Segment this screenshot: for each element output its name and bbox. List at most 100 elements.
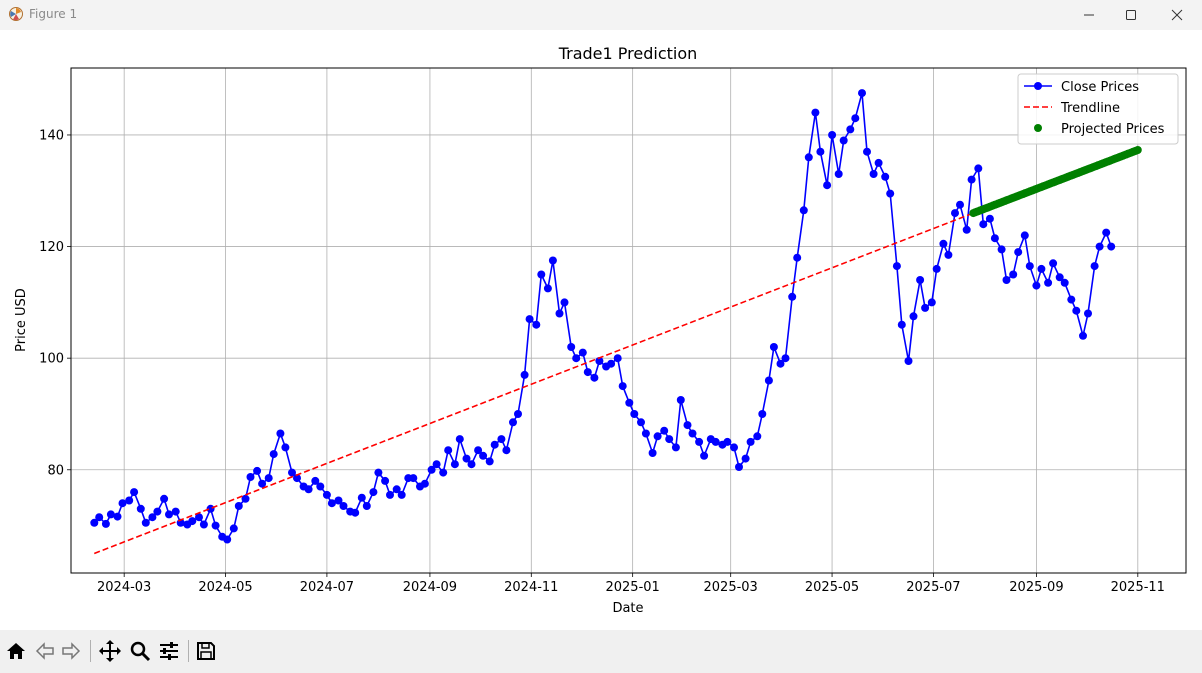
close-price-point [555,309,564,318]
close-price-point [269,450,278,459]
close-price-point [944,250,953,259]
close-price-point [897,320,906,329]
close-price-point [834,170,843,178]
title-bar: Figure 1 [0,0,1202,30]
pan-button[interactable] [97,638,123,664]
close-price-point [572,354,581,363]
close-price-point [479,451,488,460]
close-price-point [514,410,522,418]
close-price-point [467,460,476,469]
x-tick-label: 2024-03 [97,580,151,595]
home-button[interactable] [3,638,29,664]
close-price-point [369,488,378,497]
legend-projected-marker [1034,124,1042,132]
forward-icon [62,642,81,660]
close-price-point [509,418,517,427]
x-tick-label: 2025-01 [605,580,659,595]
close-price-point [578,348,587,357]
x-tick-label: 2024-11 [504,580,558,595]
close-price-point [804,153,813,162]
close-price-point [462,454,471,463]
close-button[interactable] [1154,0,1200,30]
close-price-point [1090,262,1099,271]
maximize-button[interactable] [1108,0,1154,30]
x-tick-label: 2024-05 [198,580,252,595]
close-price-point [637,418,645,427]
close-price-point [788,292,797,301]
close-price-point [811,108,820,117]
x-tick-label: 2025-11 [1111,580,1165,595]
chart-title: Trade1 Prediction [558,44,698,63]
close-price-point [927,298,936,307]
close-price-point [188,517,197,526]
close-price-point [525,315,534,324]
close-price-point [1072,306,1081,315]
close-price-point [665,435,674,444]
configure-subplots-icon [160,642,178,660]
close-price-point [909,312,918,321]
close-price-point [1067,295,1076,304]
close-price-point [223,535,232,544]
configure-subplots-button[interactable] [156,638,182,664]
projected-price-point [1133,146,1142,154]
forward-button[interactable] [58,638,84,664]
legend-projected-label: Projected Prices [1061,122,1165,137]
close-price-point [776,359,785,368]
close-price-point [532,320,541,329]
close-price-point [351,508,360,517]
x-tick-label: 2025-07 [906,580,960,595]
close-price-point [113,512,122,521]
back-button[interactable] [32,638,58,664]
close-price-point [195,513,203,522]
close-price-point [688,429,697,438]
close-price-point [362,502,371,510]
legend: Close Prices Trendline Projected Prices [1017,73,1179,145]
close-price-point [881,172,890,181]
close-price-point [869,170,878,178]
legend-box [1017,73,1179,145]
close-price-point [1095,242,1104,251]
close-price-point [676,396,685,404]
minimize-button[interactable] [1066,0,1112,30]
close-price-point [1009,270,1018,279]
close-price-point [1032,281,1041,290]
close-price-point [234,502,243,510]
close-price-point [723,437,732,446]
close-price-point [764,376,773,385]
close-price-point [334,496,343,505]
close-price-point [979,220,988,229]
matplotlib-app-icon [9,7,23,21]
y-tick-label: 140 [39,128,64,143]
close-price-point [648,449,657,457]
close-price-point [1044,278,1053,287]
close-price-point [1025,262,1034,271]
close-price-point [253,466,262,475]
close-price-point [595,357,604,365]
back-icon [35,642,54,660]
close-price-point [758,410,767,418]
close-price-point [199,520,208,529]
zoom-icon [130,641,151,662]
save-button[interactable] [193,638,219,664]
close-price-point [781,354,790,363]
close-price-point [392,485,401,494]
close-price-point [455,435,464,444]
close-price-point [967,175,976,184]
close-price-point [374,468,383,477]
close-price-point [730,443,738,452]
trendline [93,212,974,555]
close-price-point [130,488,139,497]
y-tick-label: 100 [39,352,64,367]
close-price-point [497,435,506,444]
close-price-point [409,474,418,483]
close-price-point [241,494,250,503]
zoom-button[interactable] [127,638,153,664]
close-price-point [148,513,157,522]
close-price-point [95,513,104,522]
close-price-point [264,474,273,483]
close-price-point [211,521,220,530]
close-price-point [793,253,802,262]
close-price-point [381,476,390,485]
close-price-point [118,499,127,508]
close-price-point [548,256,557,265]
